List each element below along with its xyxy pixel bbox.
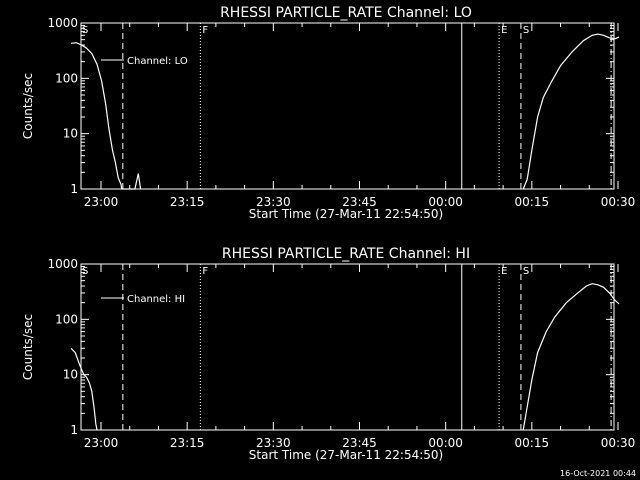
time-marker-label: E (501, 266, 507, 277)
time-marker-label: F (202, 25, 208, 36)
x-tick-label: 00:30 (601, 436, 636, 450)
x-tick-label: 00:15 (515, 195, 550, 209)
legend-label: Channel: HI (127, 294, 185, 305)
y-tick-label: 1000 (47, 257, 78, 271)
y-tick-label: 100 (55, 71, 78, 85)
x-tick-label: 23:00 (84, 195, 119, 209)
x-tick-label: 23:30 (256, 195, 291, 209)
y-tick-label: 100 (55, 312, 78, 326)
plot-frame (80, 22, 615, 190)
x-tick-label: 23:30 (256, 436, 291, 450)
series-line (70, 283, 620, 431)
x-axis-label: Start Time (27-Mar-11 22:54:50) (249, 207, 443, 221)
x-tick-label: 00:00 (428, 195, 463, 209)
panel-lo: RHESSI PARTICLE_RATE Channel: LO 1 10 100 10… (21, 5, 635, 221)
y-axis-label: Counts/sec (21, 314, 35, 380)
x-tick-label: 23:45 (342, 195, 377, 209)
corner-marker-label: S (82, 25, 88, 36)
x-tick-label: 00:15 (515, 436, 550, 450)
y-tick-label: 10 (63, 127, 78, 141)
time-marker-label: F (202, 266, 208, 277)
x-tick-label: 23:15 (170, 436, 205, 450)
panel-hi: RHESSI PARTICLE_RATE Channel: HI 1 10 100 10… (21, 246, 635, 462)
plot-frame (80, 263, 615, 431)
x-tick-label: 23:15 (170, 195, 205, 209)
time-marker-label: S (523, 25, 529, 36)
y-tick-label: 1000 (47, 16, 78, 30)
chart-title: RHESSI PARTICLE_RATE Channel: LO (220, 5, 472, 21)
y-tick-label: 10 (63, 368, 78, 382)
chart-title: RHESSI PARTICLE_RATE Channel: HI (222, 246, 470, 262)
x-axis-label: Start Time (27-Mar-11 22:54:50) (249, 448, 443, 462)
time-marker-label: E (501, 25, 507, 36)
footer-date: 16-Oct-2021 00:44 (560, 469, 636, 478)
y-tick-label: 1 (70, 182, 78, 196)
x-tick-label: 00:30 (601, 195, 636, 209)
corner-marker-label: S (82, 266, 88, 277)
time-marker-label: S (523, 266, 529, 277)
y-axis-label: Counts/sec (21, 73, 35, 139)
x-tick-label: 23:00 (84, 436, 119, 450)
x-tick-label: 23:45 (342, 436, 377, 450)
y-tick-label: 1 (70, 423, 78, 437)
x-tick-label: 00:00 (428, 436, 463, 450)
legend-label: Channel: LO (127, 56, 188, 67)
series-line (71, 33, 620, 190)
